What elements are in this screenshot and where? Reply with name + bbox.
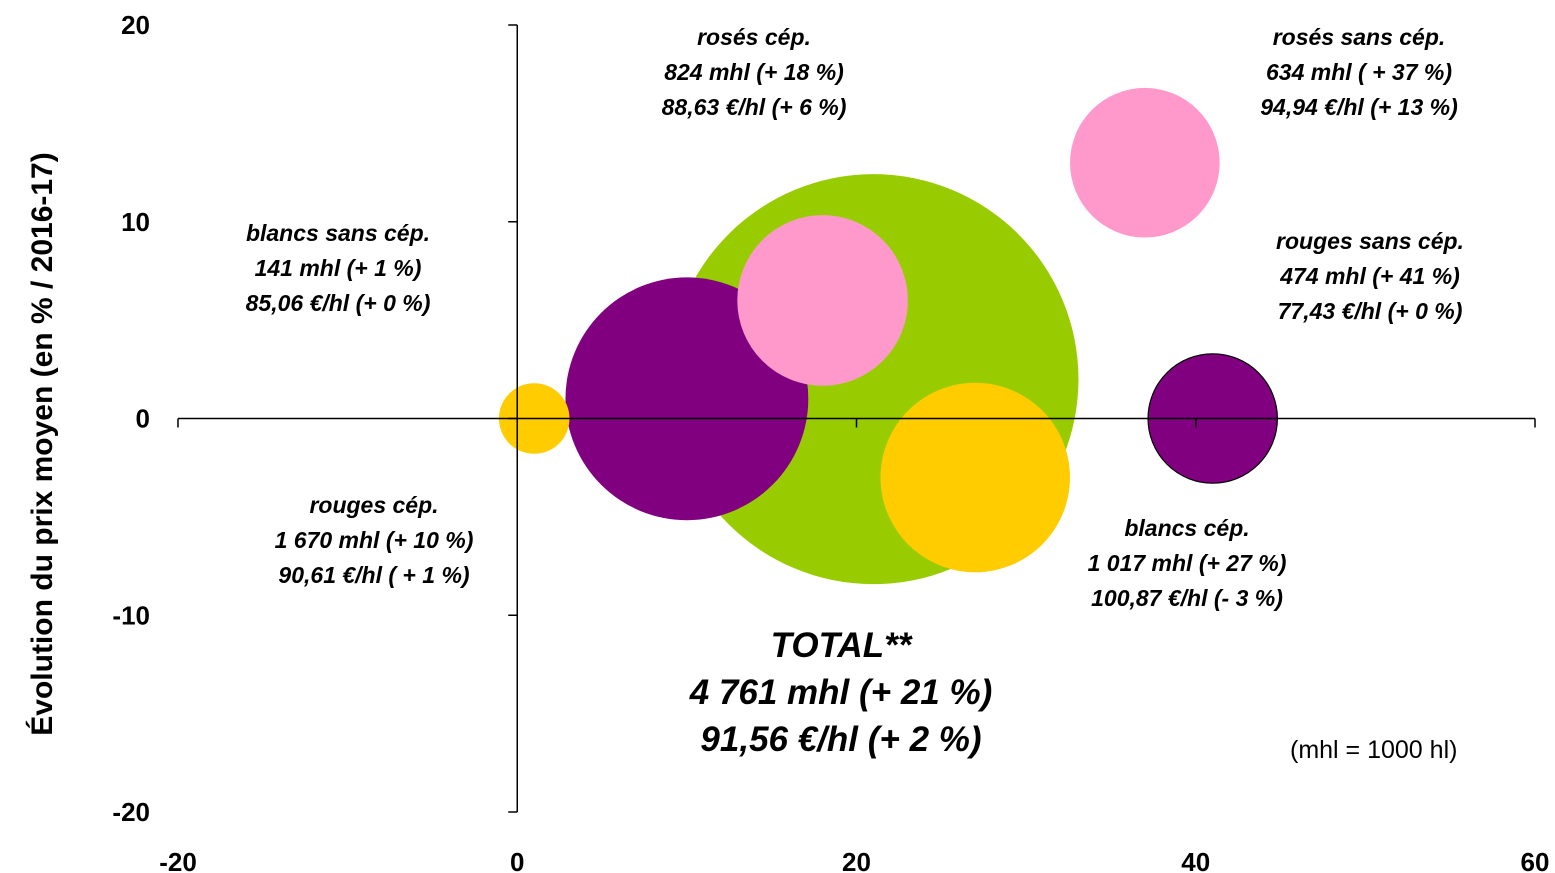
label-rouges-cep-price: 90,61 €/hl ( + 1 %): [278, 562, 470, 588]
label-blancs-sans-cep-volume: 141 mhl (+ 1 %): [254, 255, 422, 281]
bubble-blancs-cep: [880, 382, 1070, 573]
x-tick-label: 0: [510, 847, 524, 873]
label-rouges-sans-cep-price: 77,43 €/hl (+ 0 %): [1277, 298, 1463, 324]
y-tick-label: 10: [121, 207, 150, 237]
bubble-layer: [498, 87, 1278, 585]
label-roses-cep-volume: 824 mhl (+ 18 %): [664, 59, 844, 85]
y-axis-label: Évolution du prix moyen (en % / 2016-17): [25, 152, 59, 735]
label-blancs-sans-cep-name: blancs sans cép.: [245, 220, 431, 246]
label-roses-cep-name: rosés cép.: [697, 24, 811, 50]
label-roses-sans-cep-name: rosés sans cép.: [1272, 24, 1446, 50]
x-tick-label: 60: [1521, 847, 1550, 873]
bubble-roses-sans-cep: [1070, 87, 1220, 238]
label-roses-sans-cep-volume: 634 mhl ( + 37 %): [1266, 59, 1452, 85]
label-blancs-cep-name: blancs cép.: [1124, 515, 1250, 541]
label-roses-cep: rosés cép. 824 mhl (+ 18 %) 88,63 €/hl (…: [662, 20, 847, 125]
label-rouges-sans-cep: rouges sans cép. 474 mhl (+ 41 %) 77,43 …: [1276, 224, 1464, 329]
label-rouges-sans-cep-volume: 474 mhl (+ 41 %): [1280, 263, 1460, 289]
label-blancs-cep-volume: 1 017 mhl (+ 27 %): [1087, 550, 1287, 576]
label-rouges-cep: rouges cép. 1 670 mhl (+ 10 %) 90,61 €/h…: [275, 488, 474, 593]
label-roses-sans-cep-price: 94,94 €/hl (+ 13 %): [1260, 94, 1458, 120]
label-blancs-cep: blancs cép. 1 017 mhl (+ 27 %) 100,87 €/…: [1088, 511, 1287, 616]
y-tick-label: 0: [136, 404, 150, 434]
label-rouges-sans-cep-name: rouges sans cép.: [1276, 228, 1464, 254]
label-total-price: 91,56 €/hl (+ 2 %): [700, 720, 982, 759]
label-rouges-cep-name: rouges cép.: [309, 492, 439, 518]
label-total: TOTAL** 4 761 mhl (+ 21 %) 91,56 €/hl (+…: [690, 622, 993, 763]
label-blancs-cep-price: 100,87 €/hl (- 3 %): [1091, 585, 1283, 611]
label-blancs-sans-cep: blancs sans cép. 141 mhl (+ 1 %) 85,06 €…: [246, 216, 431, 321]
y-tick-label: -20: [112, 797, 150, 827]
unit-note: (mhl = 1000 hl): [1290, 736, 1458, 764]
label-total-name: TOTAL**: [770, 626, 912, 665]
x-tick-label: 20: [842, 847, 871, 873]
label-rouges-cep-volume: 1 670 mhl (+ 10 %): [274, 527, 474, 553]
tick-layer: -20 0 20 40 60 20 10 0 -10 -20: [112, 10, 1549, 873]
label-roses-sans-cep: rosés sans cép. 634 mhl ( + 37 %) 94,94 …: [1260, 20, 1458, 125]
label-roses-cep-price: 88,63 €/hl (+ 6 %): [661, 94, 847, 120]
bubble-roses-cep: [737, 215, 908, 386]
label-total-volume: 4 761 mhl (+ 21 %): [689, 673, 993, 712]
x-tick-label: -20: [159, 847, 197, 873]
y-tick-label: 20: [121, 10, 150, 40]
x-tick-label: 40: [1181, 847, 1210, 873]
y-tick-label: -10: [112, 600, 150, 630]
label-blancs-sans-cep-price: 85,06 €/hl (+ 0 %): [245, 290, 431, 316]
